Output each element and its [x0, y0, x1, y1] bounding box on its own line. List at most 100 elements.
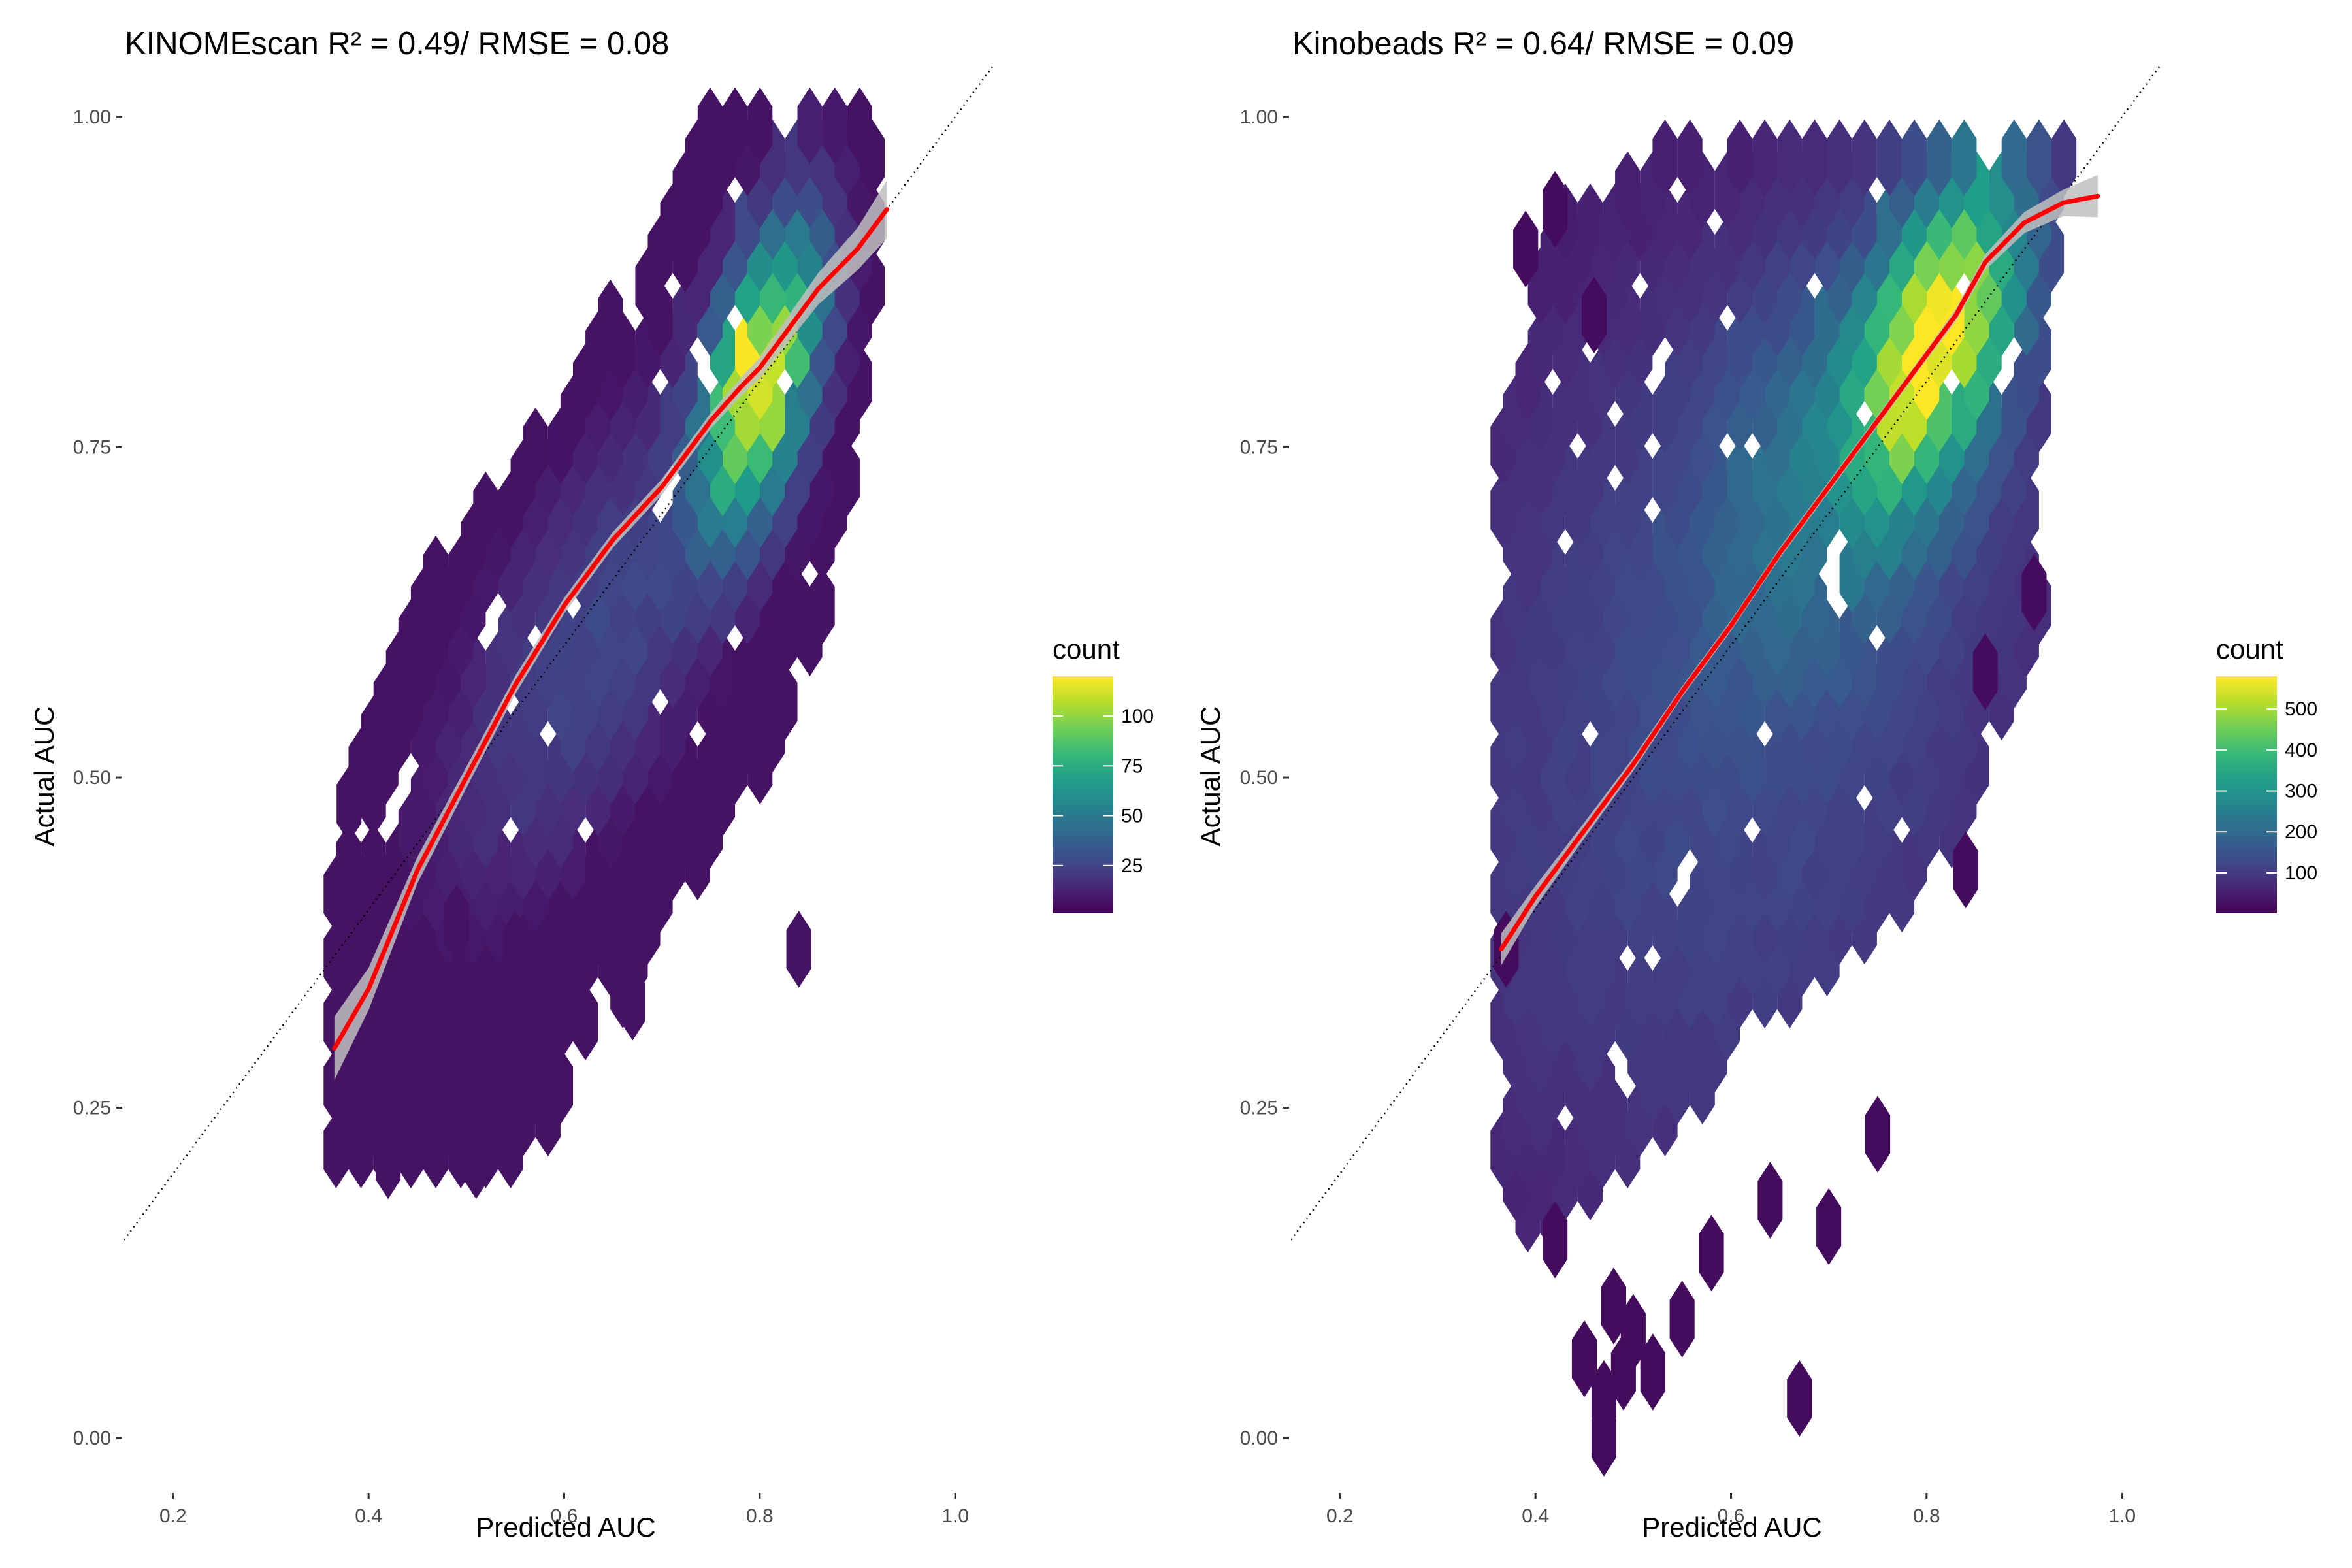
hexbin-outlier-cell — [1610, 1333, 1636, 1411]
x-tick-label: 0.6 — [551, 1505, 578, 1527]
legend-tick-label: 25 — [1121, 855, 1143, 877]
kinomescan-x-axis-title: Predicted AUC — [476, 1512, 655, 1543]
x-tick-label: 0.2 — [1326, 1505, 1354, 1527]
legend-colorbar — [1053, 676, 1113, 913]
hexbin-cell — [1927, 119, 1952, 197]
hexbin-cell — [723, 87, 748, 165]
legend-tick-label: 400 — [2285, 740, 2317, 761]
hexbin-cell — [1727, 119, 1753, 197]
y-tick-label: 0.25 — [73, 1098, 111, 1119]
hexbin-outlier-cell — [502, 911, 528, 988]
hexbin-outlier-cell — [1601, 1267, 1626, 1345]
hexbin-outlier-cell — [444, 884, 469, 962]
x-tick-label: 0.4 — [1522, 1505, 1549, 1527]
y-tick-label: 1.00 — [73, 106, 111, 128]
y-tick-label: 0.00 — [1240, 1428, 1278, 1449]
hexbin-outlier-cell — [1757, 1162, 1783, 1239]
hexbin-outlier-cell — [1699, 1215, 1724, 1292]
confidence-band — [334, 180, 887, 1081]
hexbin-cell — [1677, 119, 1703, 197]
x-tick-label: 0.2 — [159, 1505, 187, 1527]
hexbin-outlier-cell — [336, 765, 362, 843]
hexbin-cell — [822, 87, 847, 165]
y-tick-label: 0.50 — [73, 767, 111, 789]
kinobeads-fit-layer — [1291, 64, 2163, 1241]
legend-tick-label: 100 — [2285, 862, 2317, 884]
x-tick-label: 0.8 — [1913, 1505, 1940, 1527]
hexbin-cell — [1627, 951, 1653, 1029]
hexbin-outlier-cell — [1640, 1333, 1665, 1411]
hexbin-cell — [2051, 119, 2077, 197]
kinobeads-legend: count 100 200 300 400 500 — [2216, 634, 2317, 913]
hexbin-outlier-cell — [1591, 1399, 1616, 1477]
hexbin-outlier-cell — [620, 964, 645, 1041]
hexbin-cell — [1827, 119, 1852, 197]
kinomescan-y-axis-title: Actual AUC — [29, 706, 59, 847]
smoothed-fit-line — [1499, 193, 2100, 952]
smoothed-fit-line — [332, 206, 889, 1051]
x-tick-label: 1.0 — [2108, 1505, 2136, 1527]
y-tick-label: 1.00 — [1240, 106, 1278, 128]
hexbin-cell — [473, 471, 498, 549]
kinobeads-legend-title: count — [2216, 634, 2283, 664]
kinomescan-hexbin-layer — [323, 87, 885, 1200]
kinobeads-y-axis-title: Actual AUC — [1195, 706, 1226, 847]
hexbin-cell — [847, 87, 872, 165]
x-tick-label: 0.6 — [1718, 1505, 1745, 1527]
hexbin-cell — [1802, 119, 1827, 197]
hexbin-outlier-cell — [1581, 276, 1607, 353]
x-tick-label: 1.0 — [941, 1505, 969, 1527]
kinomescan-axes: 0.00 0.25 0.50 0.75 1.00 0.2 0.4 0.6 0.8 1.0 — [73, 106, 969, 1527]
x-tick-label: 0.4 — [355, 1505, 382, 1527]
kinomescan-title: KINOMEscan R² = 0.49/ RMSE = 0.08 — [125, 26, 669, 61]
hexbin-cell — [809, 567, 835, 645]
hexbin-cell — [797, 87, 823, 165]
hexbin-cell — [1615, 151, 1641, 229]
hexbin-cell — [1902, 119, 1927, 197]
legend-tick-label: 500 — [2285, 698, 2317, 720]
hexbin-cell — [423, 535, 449, 613]
legend-tick-label: 300 — [2285, 781, 2317, 802]
y-tick-label: 0.75 — [73, 436, 111, 458]
hexbin-cell — [523, 407, 548, 485]
hexbin-cell — [1852, 119, 1877, 197]
hexbin-outlier-cell — [1816, 1188, 1842, 1266]
hexbin-cell — [2026, 119, 2051, 197]
kinomescan-panel: KINOMEscan R² = 0.49/ RMSE = 0.08 0.000.… — [29, 26, 1154, 1543]
hexbin-outlier-cell — [1787, 1360, 1812, 1437]
hexbin-cell — [1752, 119, 1778, 197]
hexbin-cell — [1777, 119, 1803, 197]
hexbin-outlier-cell — [1972, 633, 1998, 710]
x-tick-label: 0.8 — [746, 1505, 774, 1527]
hexbin-outlier-cell — [1953, 831, 1978, 909]
identity-line — [1291, 64, 2163, 1241]
y-tick-label: 0.25 — [1240, 1098, 1278, 1119]
hexbin-cell — [361, 823, 386, 901]
y-tick-label: 0.50 — [1240, 767, 1278, 789]
kinomescan-fit-layer — [124, 64, 996, 1241]
hexbin-cell — [598, 279, 623, 357]
legend-tick-label: 100 — [1121, 706, 1154, 727]
hexbin-outlier-cell — [2021, 554, 2047, 631]
hexbin-outlier-cell — [376, 1122, 401, 1200]
kinobeads-panel: Kinobeads R² = 0.64/ RMSE = 0.09 0.00 0.2… — [1195, 26, 2317, 1543]
hexbin-cell — [697, 87, 723, 165]
hexbin-outlier-cell — [1543, 1201, 1568, 1279]
y-tick-label: 0.00 — [73, 1428, 111, 1449]
hexbin-cell — [1727, 439, 1753, 517]
y-tick-label: 0.75 — [1240, 436, 1278, 458]
legend-colorbar — [2216, 676, 2277, 913]
hexbin-cell — [1652, 119, 1678, 197]
hexbin-outlier-cell — [786, 911, 811, 988]
kinomescan-legend: count 25 50 75 100 — [1053, 634, 1154, 913]
kinobeads-title: Kinobeads R² = 0.64/ RMSE = 0.09 — [1292, 26, 1794, 61]
hexbin-outlier-cell — [1543, 171, 1568, 248]
hexbin-outlier-cell — [1571, 1320, 1597, 1397]
hexbin-cell — [1952, 119, 1977, 197]
legend-tick-label: 50 — [1121, 806, 1143, 827]
hexbin-outlier-cell — [1865, 1096, 1891, 1173]
hexbin-outlier-cell — [1669, 1281, 1695, 1358]
legend-tick-label: 75 — [1121, 755, 1143, 777]
kinobeads-axes: 0.00 0.25 0.50 0.75 1.00 0.2 0.4 0.6 0.8 1.0 — [1240, 106, 2136, 1527]
